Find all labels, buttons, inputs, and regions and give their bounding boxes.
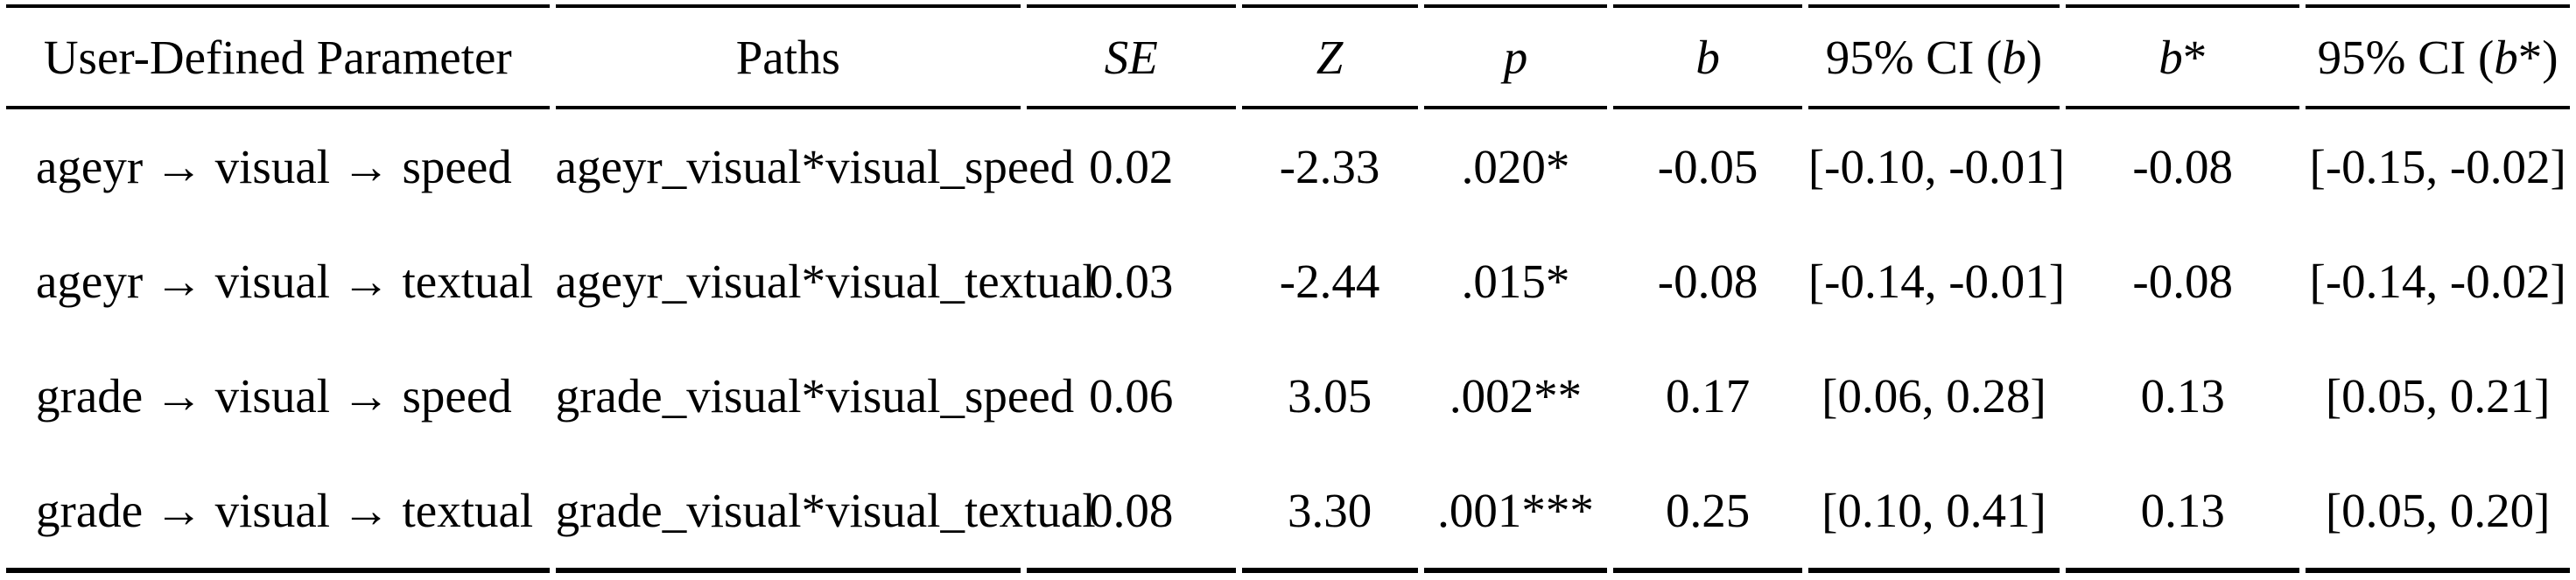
cell-ci-b: [0.06, 0.28] bbox=[1821, 369, 2046, 423]
header-text: ) bbox=[2025, 30, 2043, 84]
cell-z: 3.05 bbox=[1287, 369, 1372, 423]
table-row: grade → visual → speed grade_visual*visu… bbox=[6, 339, 2570, 453]
cell-z: 3.30 bbox=[1241, 453, 1418, 573]
table-body: ageyr → visual → speed ageyr_visual*visu… bbox=[6, 109, 2570, 573]
cell-z: -2.44 bbox=[1279, 255, 1380, 308]
table-row: grade → visual → textual grade_visual*vi… bbox=[6, 453, 2570, 573]
cell-ci-b-star: [0.05, 0.20] bbox=[2306, 453, 2570, 573]
cell-path: ageyr_visual*visual_textual bbox=[555, 255, 1096, 308]
header-text: * bbox=[2182, 30, 2207, 84]
cell-se: 0.08 bbox=[1027, 453, 1236, 573]
header-cell-user-defined-parameter: User-Defined Parameter bbox=[6, 4, 550, 109]
cell-se: 0.03 bbox=[1089, 255, 1174, 308]
cell-path: grade_visual*visual_textual bbox=[555, 453, 1096, 573]
header-cell-b: b bbox=[1613, 4, 1802, 109]
cell-ci-b-star: [-0.14, -0.02] bbox=[2309, 255, 2566, 308]
cell-ci-b: [-0.10, -0.01] bbox=[1807, 140, 2066, 193]
cell-ci-b-star: [0.05, 0.21] bbox=[2325, 369, 2551, 423]
cell-parameter: grade → visual → textual bbox=[6, 453, 550, 573]
cell-parameter: ageyr → visual → speed bbox=[36, 140, 512, 193]
header-text-italic: b bbox=[2002, 30, 2026, 84]
header-text-italic: b bbox=[1695, 30, 1720, 84]
header-text-italic: b bbox=[2158, 30, 2183, 84]
header-text: *) bbox=[2517, 30, 2558, 84]
cell-path: ageyr_visual*visual_speed bbox=[555, 140, 1075, 193]
header-text-italic: b bbox=[2494, 30, 2518, 84]
cell-p: .020* bbox=[1461, 140, 1570, 193]
header-text-italic: SE bbox=[1104, 30, 1158, 84]
cell-p: .015* bbox=[1461, 255, 1570, 308]
header-text: 95% CI ( bbox=[1825, 30, 2003, 84]
header-row: User-Defined Parameter Paths SE Z p b 95… bbox=[6, 4, 2570, 109]
cell-p: .002** bbox=[1449, 369, 1583, 423]
cell-b-star: -0.08 bbox=[2132, 255, 2233, 308]
cell-b-star: 0.13 bbox=[2066, 453, 2300, 573]
header-text-italic: Z bbox=[1316, 30, 1344, 84]
cell-ci-b: [0.10, 0.41] bbox=[1807, 453, 2060, 573]
cell-b: 0.25 bbox=[1613, 453, 1802, 573]
header-cell-z: Z bbox=[1241, 4, 1418, 109]
cell-b-star: 0.13 bbox=[2140, 369, 2225, 423]
table-header: User-Defined Parameter Paths SE Z p b 95… bbox=[6, 4, 2570, 109]
header-cell-paths: Paths bbox=[555, 4, 1021, 109]
table-row: ageyr → visual → speed ageyr_visual*visu… bbox=[6, 109, 2570, 224]
cell-ci-b: [-0.14, -0.01] bbox=[1807, 255, 2066, 308]
cell-se: 0.06 bbox=[1089, 369, 1174, 423]
header-cell-b-star: b* bbox=[2066, 4, 2300, 109]
cell-path: grade_visual*visual_speed bbox=[555, 369, 1075, 423]
header-cell-p: p bbox=[1423, 4, 1608, 109]
header-cell-se: SE bbox=[1027, 4, 1236, 109]
cell-b: 0.17 bbox=[1665, 369, 1751, 423]
cell-b-star: -0.08 bbox=[2132, 140, 2233, 193]
cell-se: 0.02 bbox=[1089, 140, 1174, 193]
header-cell-ci-b: 95% CI (b) bbox=[1807, 4, 2060, 109]
results-table: User-Defined Parameter Paths SE Z p b 95… bbox=[0, 4, 2576, 573]
cell-z: -2.33 bbox=[1279, 140, 1380, 193]
cell-b: -0.08 bbox=[1657, 255, 1758, 308]
header-text: 95% CI ( bbox=[2317, 30, 2495, 84]
header-text-italic: p bbox=[1503, 30, 1528, 84]
header-cell-ci-b-star: 95% CI (b*) bbox=[2306, 4, 2570, 109]
cell-ci-b-star: [-0.15, -0.02] bbox=[2309, 140, 2566, 193]
table-row: ageyr → visual → textual ageyr_visual*vi… bbox=[6, 224, 2570, 339]
header-text: Paths bbox=[735, 30, 840, 84]
cell-b: -0.05 bbox=[1657, 140, 1758, 193]
cell-parameter: grade → visual → speed bbox=[36, 369, 512, 423]
cell-parameter: ageyr → visual → textual bbox=[36, 255, 534, 308]
header-text: User-Defined Parameter bbox=[43, 30, 512, 84]
cell-p: .001*** bbox=[1423, 453, 1608, 573]
